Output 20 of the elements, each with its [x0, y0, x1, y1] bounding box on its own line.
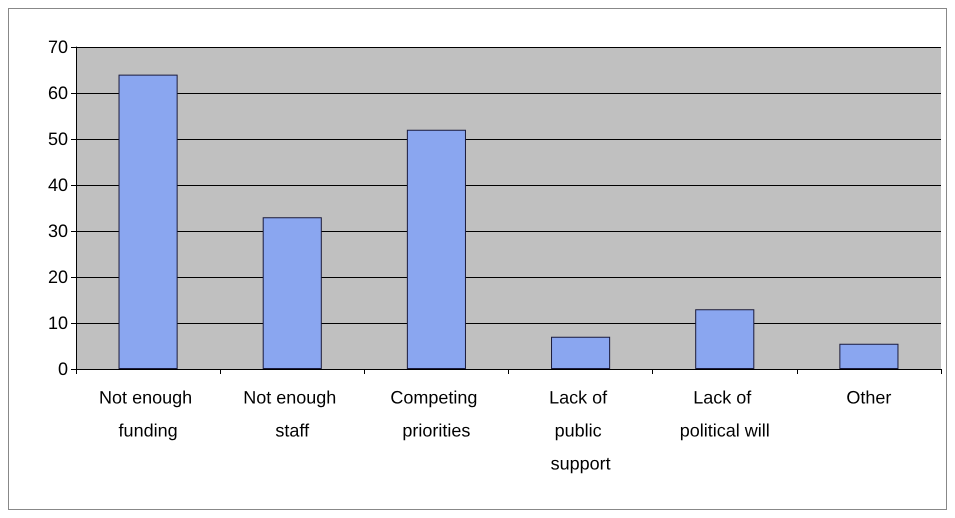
y-tick-label: 50 [48, 129, 68, 149]
x-tick-label: Not enough staff [243, 388, 342, 440]
bar [695, 309, 754, 369]
x-tick-label: Lack of political will [680, 388, 770, 440]
bar [262, 217, 322, 369]
bar [551, 336, 610, 369]
x-tick-label: Lack of public support [549, 388, 612, 474]
y-tick-label: 10 [48, 313, 68, 333]
y-tick-label: 30 [48, 221, 68, 241]
bar [839, 344, 898, 369]
x-tick-label: Not enough funding [99, 388, 198, 440]
x-tick-label: Competing priorities [390, 388, 482, 440]
x-tick-label: Other [846, 388, 892, 408]
bar [406, 130, 466, 369]
y-tick-label: 70 [48, 37, 68, 57]
y-tick-label: 20 [48, 267, 68, 287]
y-tick-label: 60 [48, 83, 68, 103]
y-tick-label: 40 [48, 175, 68, 195]
bar [118, 74, 178, 369]
y-tick-label: 0 [58, 359, 68, 379]
